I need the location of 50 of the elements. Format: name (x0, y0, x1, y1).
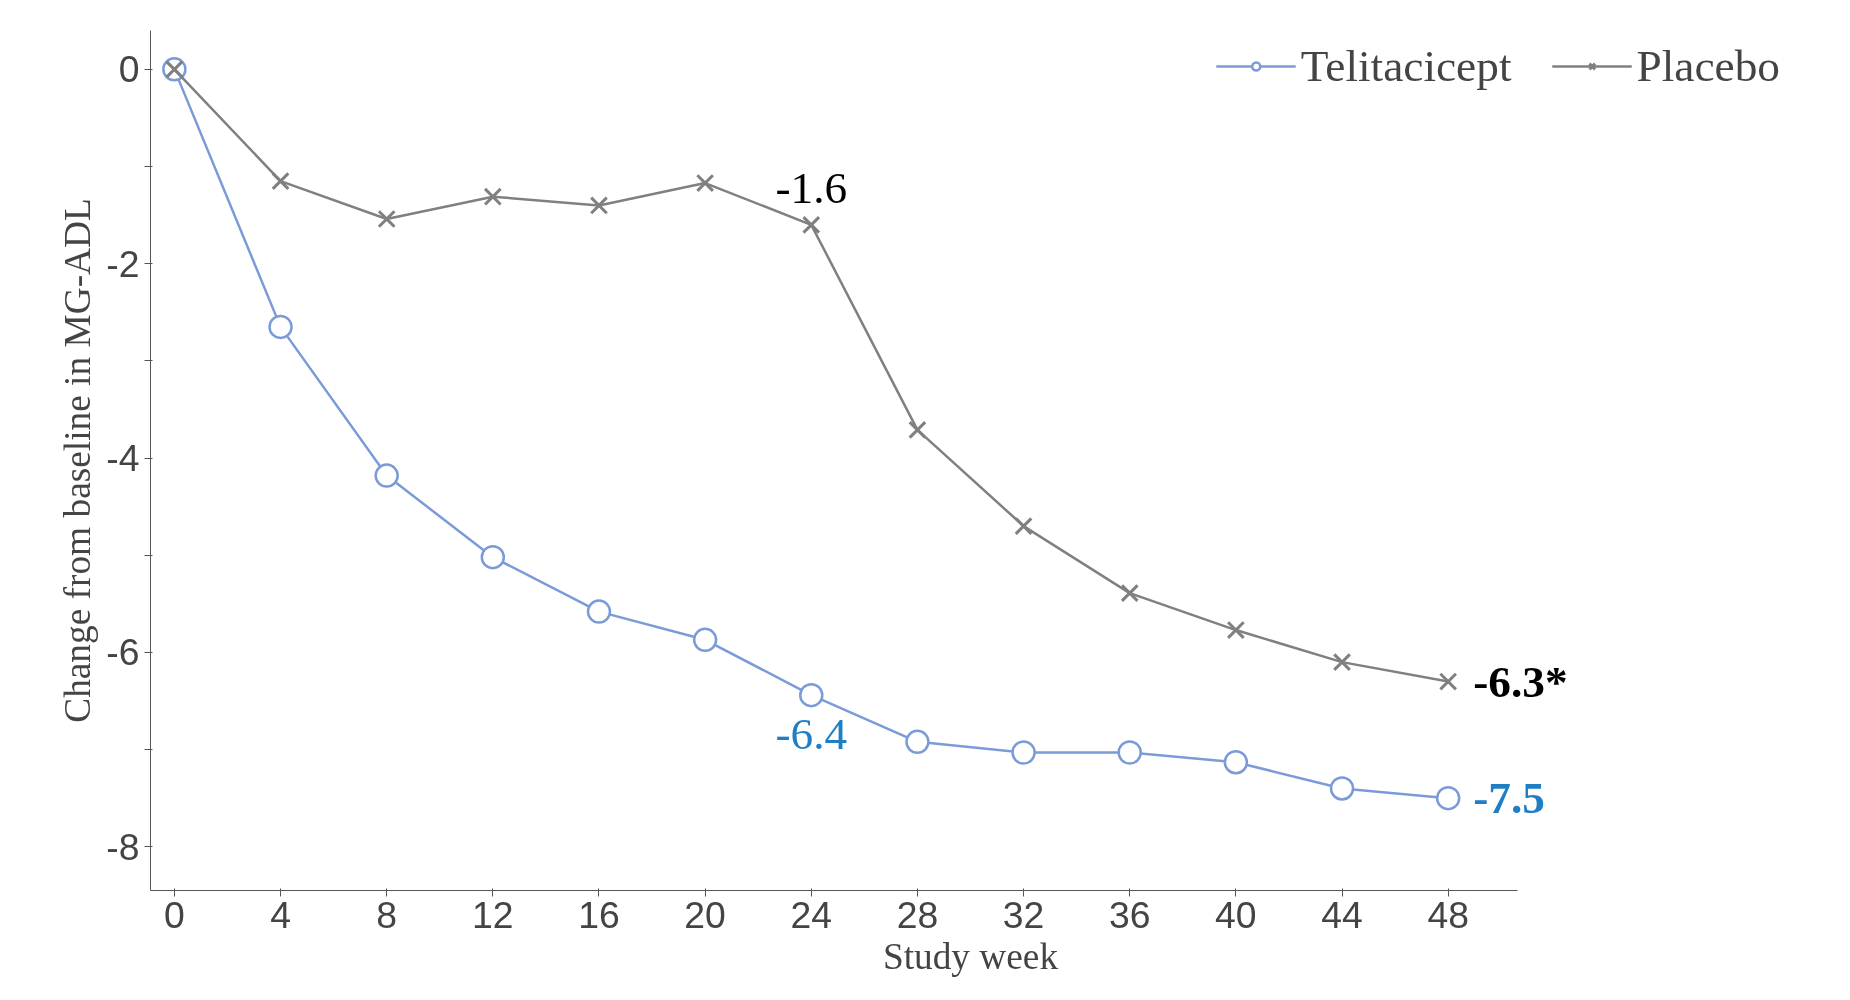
data-label: -6.4 (775, 709, 848, 760)
point (268, 314, 293, 340)
point (589, 196, 609, 215)
x-tick-label: 28 (896, 893, 939, 936)
data-label: -6.3* (1473, 656, 1568, 707)
x-tick-label: 8 (376, 893, 398, 936)
point (271, 171, 290, 191)
x-tick-label: 0 (164, 893, 185, 936)
point (799, 682, 824, 708)
legend-label: Placebo (1636, 40, 1780, 92)
point (1120, 583, 1139, 603)
x-axis-title: Study week (882, 935, 1059, 977)
y-tick-label: -4 (106, 437, 140, 480)
y-tick-label: -2 (106, 242, 140, 285)
x-tick-label: 16 (578, 893, 620, 936)
x-tick-label: 48 (1427, 893, 1469, 936)
point (1332, 652, 1352, 672)
point (586, 599, 612, 624)
y-axis-title: Change from baseline in MG-ADL (57, 198, 99, 723)
point (1014, 516, 1033, 536)
legend-label: Telitacicept (1300, 40, 1512, 92)
x-tick-label: 4 (270, 893, 291, 936)
point (905, 729, 930, 755)
point (1011, 740, 1036, 765)
point (695, 173, 715, 193)
x-tick-label: 32 (1002, 893, 1045, 936)
point (1117, 740, 1142, 765)
y-tick-label: -6 (106, 631, 140, 674)
data-label: -1.6 (775, 162, 848, 213)
point (1329, 776, 1355, 801)
y-tick-label: -8 (106, 825, 140, 868)
point (1223, 750, 1249, 775)
point (374, 463, 399, 488)
y-tick-label: 0 (118, 48, 140, 91)
point (1226, 620, 1246, 640)
point (1438, 672, 1458, 691)
x-tick-label: 12 (472, 893, 514, 936)
point (1435, 785, 1461, 811)
point (802, 215, 821, 235)
point (483, 187, 503, 206)
x-tick-label: 40 (1215, 893, 1257, 936)
data-label: -7.5 (1473, 772, 1545, 823)
x-tick-label: 24 (790, 893, 833, 936)
x-tick-label: 20 (684, 893, 726, 936)
point (480, 544, 506, 570)
point (692, 627, 718, 653)
x-tick-label: 44 (1321, 893, 1363, 936)
point (377, 209, 396, 229)
x-tick-label: 36 (1108, 893, 1151, 936)
point (908, 420, 927, 440)
